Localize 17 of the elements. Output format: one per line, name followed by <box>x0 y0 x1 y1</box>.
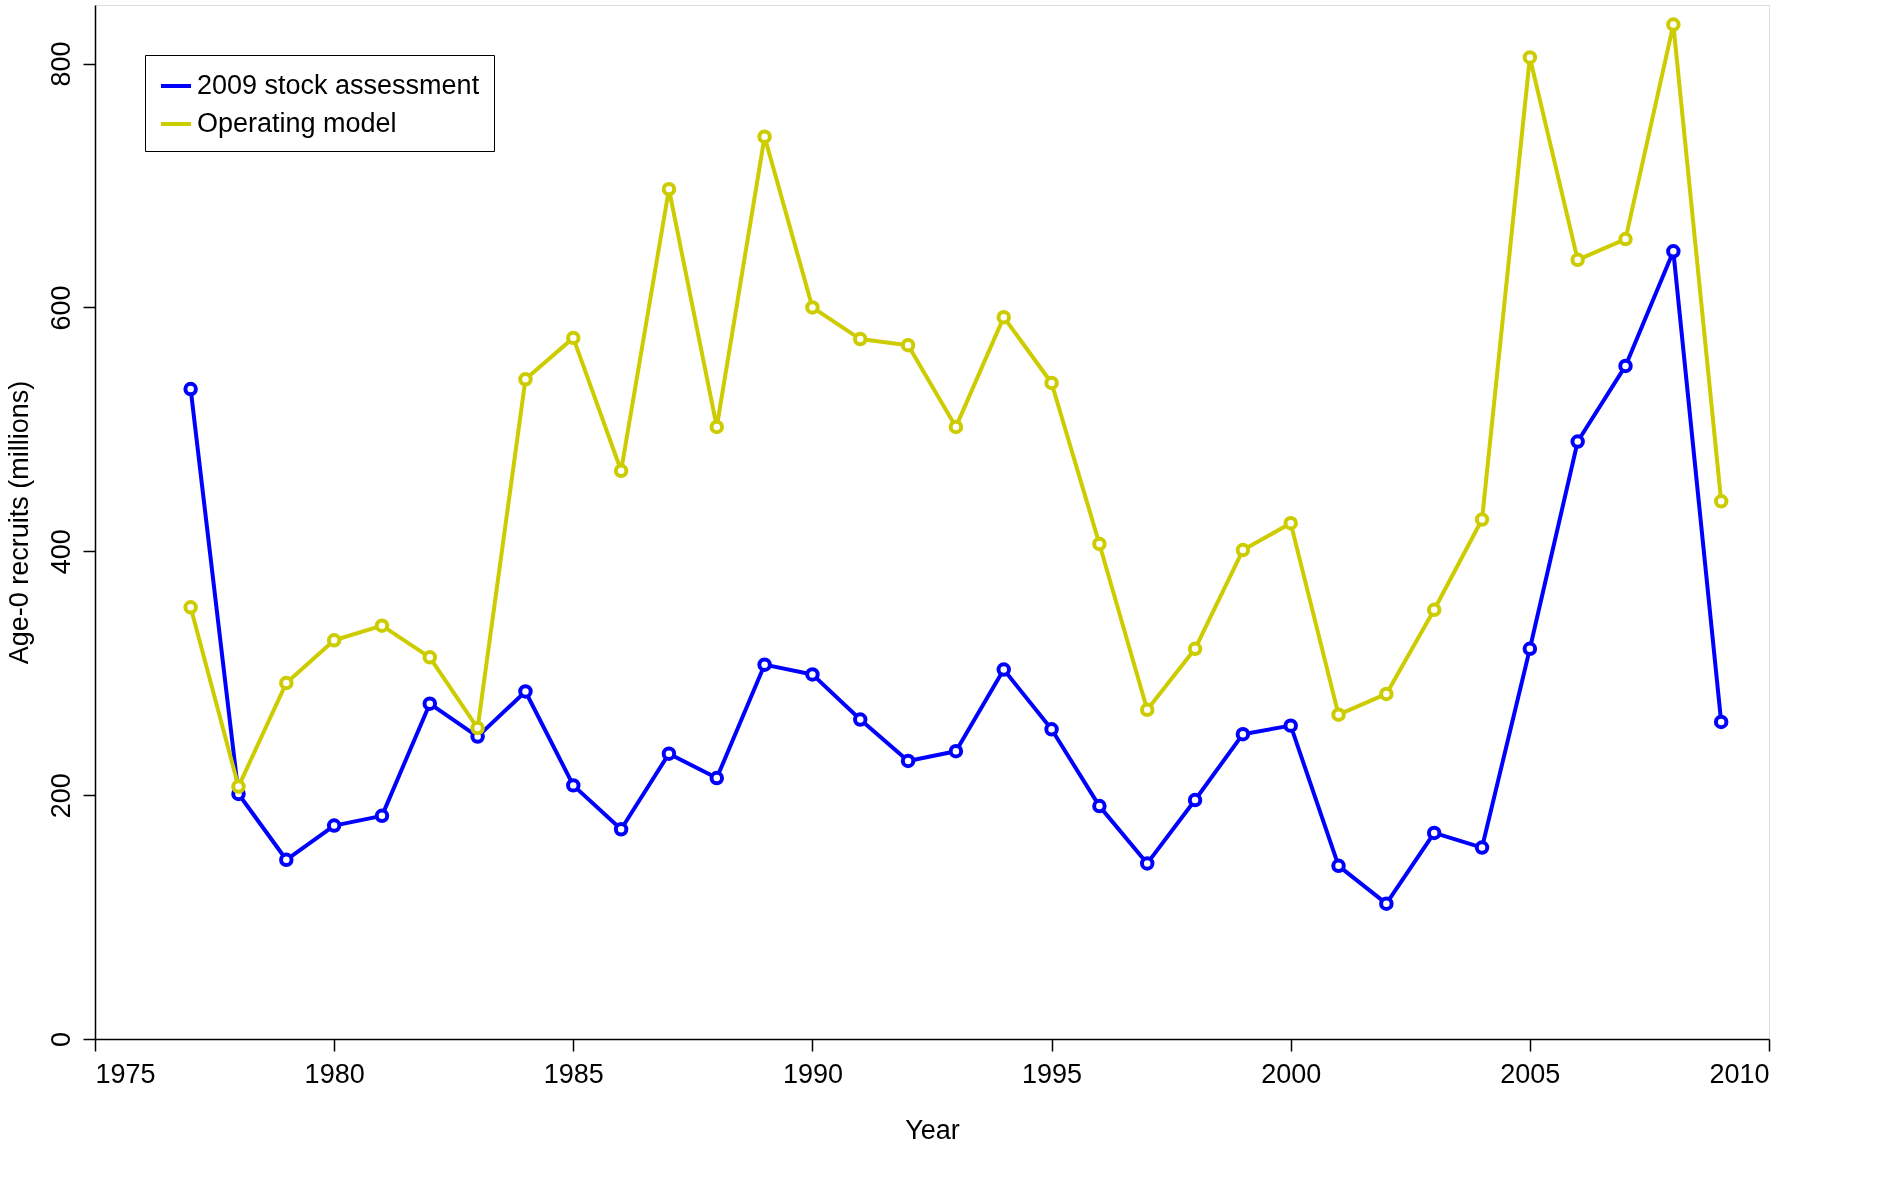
x-tick-label: 2000 <box>1261 1058 1322 1089</box>
legend-label: Operating model <box>197 108 397 138</box>
x-tick-label: 1985 <box>543 1058 604 1089</box>
legend-label: 2009 stock assessment <box>197 70 480 100</box>
x-axis-title: Year <box>905 1114 960 1145</box>
y-tick-label: 0 <box>45 1031 76 1048</box>
y-tick-label: 600 <box>45 285 76 331</box>
x-tick-label: 2010 <box>1709 1058 1770 1089</box>
y-tick-label: 400 <box>45 529 76 575</box>
x-tick-label: 1980 <box>304 1058 365 1089</box>
x-tick-label: 1995 <box>1022 1058 1083 1089</box>
x-tick-label: 1975 <box>95 1058 156 1089</box>
x-tick-label: 1990 <box>782 1058 843 1089</box>
y-tick-label: 800 <box>45 41 76 87</box>
x-tick-label: 2005 <box>1500 1058 1561 1089</box>
y-axis-title: Age-0 recruits (millions) <box>3 380 34 665</box>
y-tick-label: 200 <box>45 773 76 819</box>
